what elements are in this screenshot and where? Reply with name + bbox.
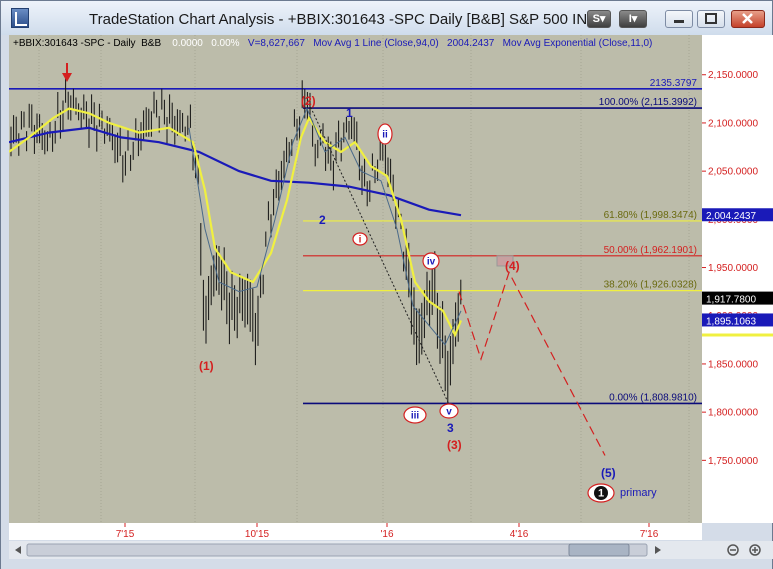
header-volume: V=8,627,667 (247, 38, 305, 49)
status-bar (1, 559, 772, 569)
maximize-icon (705, 13, 717, 24)
circle-label-ring-3 (422, 252, 440, 270)
close-button[interactable] (731, 10, 765, 28)
symbol-link-button[interactable]: S▾ (587, 10, 611, 28)
date-tick-label-1: 10'15 (245, 529, 270, 540)
scrollbar-track[interactable] (26, 543, 648, 557)
date-tick-label-2: '16 (380, 529, 393, 540)
maximize-button[interactable] (697, 10, 725, 28)
minimize-button[interactable] (665, 10, 693, 28)
fib-level-label-2: 61.80% (1,998.3474) (604, 210, 697, 221)
wave-label-4: 3 (447, 421, 454, 435)
ema11-line (8, 107, 463, 338)
price-chart[interactable]: 2135.3797 100.00% (2,115.3992) 61.80% (1,9… (8, 35, 702, 523)
wave-label-8: primary (620, 487, 657, 499)
minimize-icon (674, 20, 684, 23)
circle-label-ring-2 (403, 406, 427, 424)
wave-label-1: (2) (301, 94, 316, 108)
scrollbar-svg (15, 543, 761, 557)
wave-label-7: (5) (601, 466, 616, 480)
circle-label-text-1: ii (382, 130, 388, 141)
symbol-link-label: S (592, 13, 600, 25)
zoom-out-icon[interactable] (727, 544, 739, 556)
header-change-pct: 0.00% (211, 38, 240, 49)
scrollbar-thumb[interactable] (568, 543, 630, 557)
circle-label-ring-4 (439, 403, 459, 419)
price-axis[interactable]: 2,150.00002,100.00002,050.00002,000.0000… (702, 35, 773, 523)
fib-level-label-1: 100.00% (2,115.3992) (599, 97, 697, 108)
date-axis[interactable]: 7'15 10'15 '16 4'16 7'16 (9, 523, 702, 540)
header-bb: B&B (141, 38, 162, 49)
header-ma1-value: 2004.2437 (447, 38, 495, 49)
scroll-right-icon[interactable] (655, 546, 661, 554)
header-change: 0.0000 (172, 38, 203, 49)
wave-label-5: (3) (447, 438, 462, 452)
circle-label-text-2: iii (411, 411, 420, 422)
fast-avg-line (188, 107, 462, 346)
trend-dotted-line (308, 103, 450, 405)
circle-label-fill-5 (594, 486, 608, 500)
price-tick-label-1: 2,100.0000 (708, 118, 758, 129)
circle-label-text-3: iv (427, 257, 436, 268)
zoom-in-icon[interactable] (749, 544, 761, 556)
price-marker-label-2: 1,895.1063 (706, 316, 756, 327)
price-marker-bg-2 (702, 313, 773, 327)
price-marker-label-0: 2,004.2437 (706, 211, 756, 222)
date-tick-label-4: 7'16 (640, 529, 659, 540)
circle-label-ring-1 (377, 123, 393, 145)
date-tick-label-0: 7'15 (116, 529, 135, 540)
price-tick-label-4: 1,950.0000 (708, 263, 758, 274)
indicator-link-label: I (628, 13, 632, 25)
red-arrow-head (62, 73, 72, 82)
fib-level-label-4: 38.20% (1,926.0328) (604, 280, 697, 291)
circle-label-ring-0 (352, 232, 368, 246)
wave4-box (496, 255, 514, 267)
chart-header: +BBIX:301643 -SPC - Daily B&B 0.0000 0.0… (13, 38, 652, 49)
price-marker-bg-0 (702, 208, 773, 222)
wave-label-0: (1) (199, 359, 214, 373)
circle-label-text-5: 1 (598, 488, 604, 500)
window-title: TradeStation Chart Analysis - +BBIX:3016… (89, 11, 598, 28)
price-marker-label-1: 1,917.7800 (706, 295, 756, 306)
date-tick-label-3: 4'16 (510, 529, 529, 540)
fib-level-label-5: 0.00% (1,808.9810) (609, 392, 697, 403)
chart-app-icon (11, 8, 29, 28)
wave-label-6: (4) (505, 259, 520, 273)
close-icon (742, 13, 753, 24)
price-marker-bg-1 (702, 291, 773, 305)
price-tick-label-6: 1,850.0000 (708, 359, 758, 370)
header-ma1-label: Mov Avg 1 Line (Close,94,0) (313, 38, 439, 49)
projection-path (458, 270, 606, 456)
horizontal-scrollbar[interactable] (9, 541, 773, 559)
circle-label-text-0: i (359, 235, 362, 246)
wave-label-3: 2 (319, 213, 326, 227)
price-tick-label-8: 1,750.0000 (708, 456, 758, 467)
circle-label-text-4: v (446, 407, 452, 418)
price-tick-label-0: 2,150.0000 (708, 70, 758, 81)
header-symbol: +BBIX:301643 -SPC - Daily (13, 38, 136, 49)
title-bar[interactable]: TradeStation Chart Analysis - +BBIX:3016… (1, 1, 772, 35)
price-axis-svg[interactable]: 2,150.00002,100.00002,050.00002,000.0000… (702, 35, 773, 523)
date-axis-svg[interactable]: 7'15 10'15 '16 4'16 7'16 (9, 523, 702, 540)
ohlc-bars (10, 73, 462, 404)
header-ema-label: Mov Avg Exponential (Close,11,0) (502, 38, 653, 49)
indicator-link-button[interactable]: I▾ (619, 10, 647, 28)
price-tick-label-7: 1,800.0000 (708, 408, 758, 419)
price-tick-label-2: 2,050.0000 (708, 167, 758, 178)
wave-label-2: 1 (346, 106, 353, 120)
price-chart-area[interactable]: 2135.3797 100.00% (2,115.3992) 61.80% (1,9… (8, 35, 702, 523)
scroll-left-icon[interactable] (15, 546, 21, 554)
fib-level-label-3: 50.00% (1,962.1901) (604, 245, 697, 256)
ma94-line (8, 126, 462, 217)
fib-level-label-0: 2135.3797 (650, 78, 698, 89)
